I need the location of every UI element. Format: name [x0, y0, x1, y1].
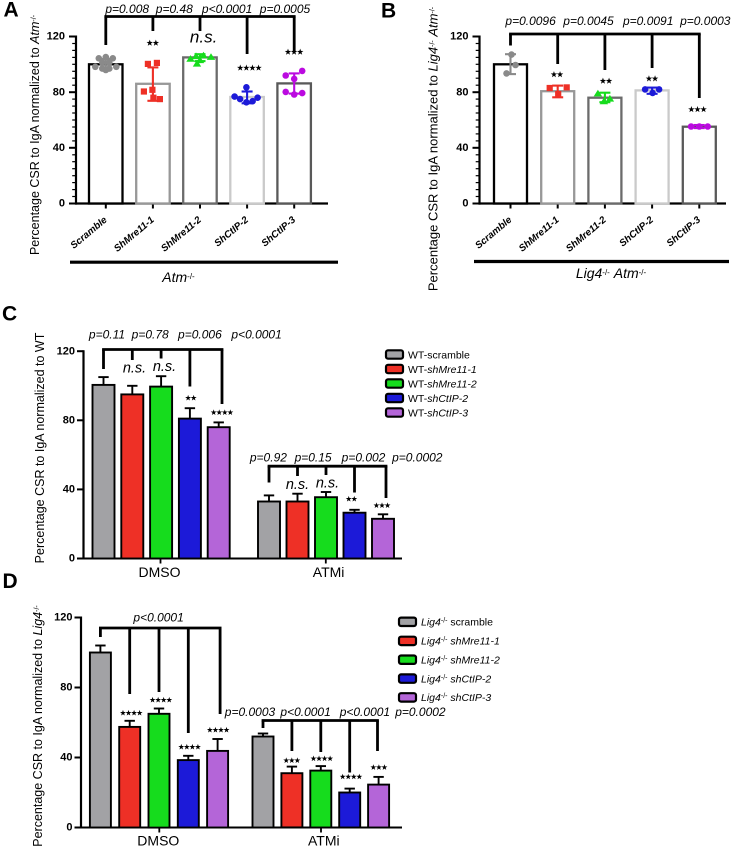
svg-text:Atm-/-: Atm-/-: [161, 269, 195, 285]
svg-text:p=0.92: p=0.92: [249, 451, 287, 465]
svg-text:p=0.0096: p=0.0096: [504, 14, 556, 28]
svg-text:120: 120: [57, 345, 75, 357]
svg-text:40: 40: [60, 752, 72, 764]
svg-text:ATMi: ATMi: [313, 564, 345, 580]
svg-text:p=0.0003: p=0.0003: [224, 705, 276, 719]
svg-text:p=0.48: p=0.48: [155, 2, 193, 16]
svg-text:0: 0: [462, 198, 468, 210]
svg-text:Lig4-/- scramble: Lig4-/- scramble: [421, 617, 493, 629]
svg-text:B: B: [381, 0, 396, 23]
svg-text:Lig4-/- Atm-/-: Lig4-/- Atm-/-: [576, 265, 647, 281]
svg-text:p=0.006: p=0.006: [177, 328, 222, 342]
svg-text:DMSO: DMSO: [139, 564, 181, 580]
svg-text:WT-shMre11-1: WT-shMre11-1: [408, 364, 477, 376]
svg-text:Percentage CSR to IgA normaliz: Percentage CSR to IgA normalized to Lig4…: [31, 605, 45, 847]
svg-text:0: 0: [69, 553, 75, 565]
svg-text:WT-shCtIP-3: WT-shCtIP-3: [408, 407, 468, 419]
svg-text:Percentage CSR to IgA normaliz: Percentage CSR to IgA normalized to WT: [33, 332, 47, 563]
svg-text:p=0.0005: p=0.0005: [259, 2, 311, 16]
svg-text:n.s.: n.s.: [153, 359, 176, 375]
svg-text:p=0.11: p=0.11: [88, 328, 125, 342]
svg-text:40: 40: [53, 142, 65, 154]
svg-text:0: 0: [59, 198, 65, 210]
svg-text:ATMi: ATMi: [308, 833, 340, 849]
svg-text:p=0.78: p=0.78: [131, 328, 169, 342]
svg-text:WT-shMre11-2: WT-shMre11-2: [408, 378, 477, 390]
svg-text:p=0.0002: p=0.0002: [391, 451, 443, 465]
svg-text:80: 80: [63, 415, 75, 427]
svg-text:80: 80: [60, 682, 72, 694]
svg-text:120: 120: [47, 31, 65, 43]
svg-text:n.s.: n.s.: [286, 477, 309, 493]
svg-text:p<0.0001: p<0.0001: [339, 705, 390, 719]
svg-text:120: 120: [450, 31, 468, 43]
svg-text:p<0.0001: p<0.0001: [201, 2, 252, 16]
svg-text:n.s.: n.s.: [190, 28, 217, 47]
svg-text:p<0.0001: p<0.0001: [132, 611, 183, 625]
svg-text:Lig4-/- shMre11-2: Lig4-/- shMre11-2: [421, 655, 500, 667]
svg-text:p=0.002: p=0.002: [341, 451, 386, 465]
svg-text:Lig4-/- shCtIP-2: Lig4-/- shCtIP-2: [421, 673, 491, 685]
svg-text:40: 40: [63, 484, 75, 496]
svg-text:p<0.0001: p<0.0001: [230, 328, 281, 342]
svg-text:C: C: [2, 303, 17, 326]
svg-text:80: 80: [456, 86, 468, 98]
svg-text:0: 0: [66, 822, 72, 834]
svg-text:Percentage CSR to IgA normaliz: Percentage CSR to IgA normalized to Lig4…: [426, 6, 441, 291]
svg-text:p<0.0001: p<0.0001: [279, 705, 330, 719]
svg-text:n.s.: n.s.: [123, 360, 146, 376]
svg-text:p=0.0002: p=0.0002: [394, 705, 446, 719]
svg-text:WT-shCtIP-2: WT-shCtIP-2: [408, 393, 468, 405]
svg-text:Lig4-/- shCtIP-3: Lig4-/- shCtIP-3: [421, 692, 491, 704]
svg-text:DMSO: DMSO: [137, 833, 179, 849]
svg-text:Lig4-/- shMre11-1: Lig4-/- shMre11-1: [421, 636, 500, 648]
svg-text:80: 80: [53, 86, 65, 98]
svg-text:WT-scramble: WT-scramble: [408, 349, 470, 361]
svg-text:D: D: [3, 570, 18, 593]
svg-text:p=0.0003: p=0.0003: [679, 14, 731, 28]
svg-text:p=0.0091: p=0.0091: [622, 14, 673, 28]
svg-text:A: A: [4, 0, 19, 22]
svg-text:p=0.0045: p=0.0045: [562, 14, 614, 28]
svg-text:40: 40: [456, 142, 468, 154]
svg-text:n.s.: n.s.: [316, 476, 339, 492]
svg-text:120: 120: [54, 612, 72, 624]
svg-text:p=0.008: p=0.008: [104, 2, 149, 16]
svg-text:p=0.15: p=0.15: [294, 451, 332, 465]
svg-text:Percentage CSR to IgA normaliz: Percentage CSR to IgA normalized to Atm-…: [28, 14, 42, 255]
